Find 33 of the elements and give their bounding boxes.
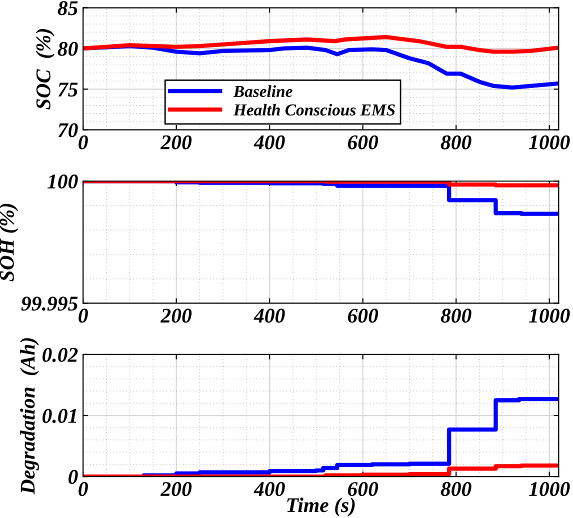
x-tick-label: 0 (78, 482, 88, 496)
y-tick-label: 70 (58, 123, 78, 138)
legend-label: Baseline (233, 85, 292, 98)
x-tick-label: 600 (348, 308, 378, 323)
x-tick-label: 800 (440, 482, 472, 496)
y-tick-label: 75 (58, 82, 78, 97)
y-tick-label: 85 (58, 1, 78, 16)
y-tick-label: 0 (68, 470, 78, 484)
x-tick-label: 0 (78, 135, 88, 150)
y-axis-title: Degradation (Ah) (20, 338, 39, 494)
x-tick-label: 0 (78, 308, 88, 323)
x-tick-label: 400 (254, 135, 285, 150)
x-tick-label: 800 (440, 135, 472, 150)
x-tick-label: 400 (254, 308, 285, 323)
x-tick-label: 600 (348, 135, 378, 150)
x-axis-title: Time (s) (287, 498, 355, 516)
y-tick-label: 100 (47, 174, 78, 189)
y-tick-label: 80 (58, 42, 78, 56)
x-tick-label: 1000 (529, 308, 570, 323)
line-series (83, 34, 559, 54)
x-tick-label: 600 (348, 482, 378, 496)
x-tick-label: 1000 (529, 135, 570, 150)
y-axis-title: SOC (%) (36, 29, 55, 110)
x-tick-label: 1000 (529, 482, 570, 496)
x-tick-label: 200 (160, 135, 192, 150)
x-tick-label: 400 (254, 482, 285, 496)
x-tick-label: 800 (440, 308, 472, 323)
y-tick-label: 0.01 (42, 408, 76, 424)
x-tick-label: 200 (160, 482, 192, 496)
y-tick-label: 0.02 (42, 348, 78, 362)
legend-label: Health Conscious EMS (233, 104, 395, 116)
y-tick-label: 99.995 (21, 296, 78, 311)
x-tick-label: 200 (160, 308, 192, 323)
